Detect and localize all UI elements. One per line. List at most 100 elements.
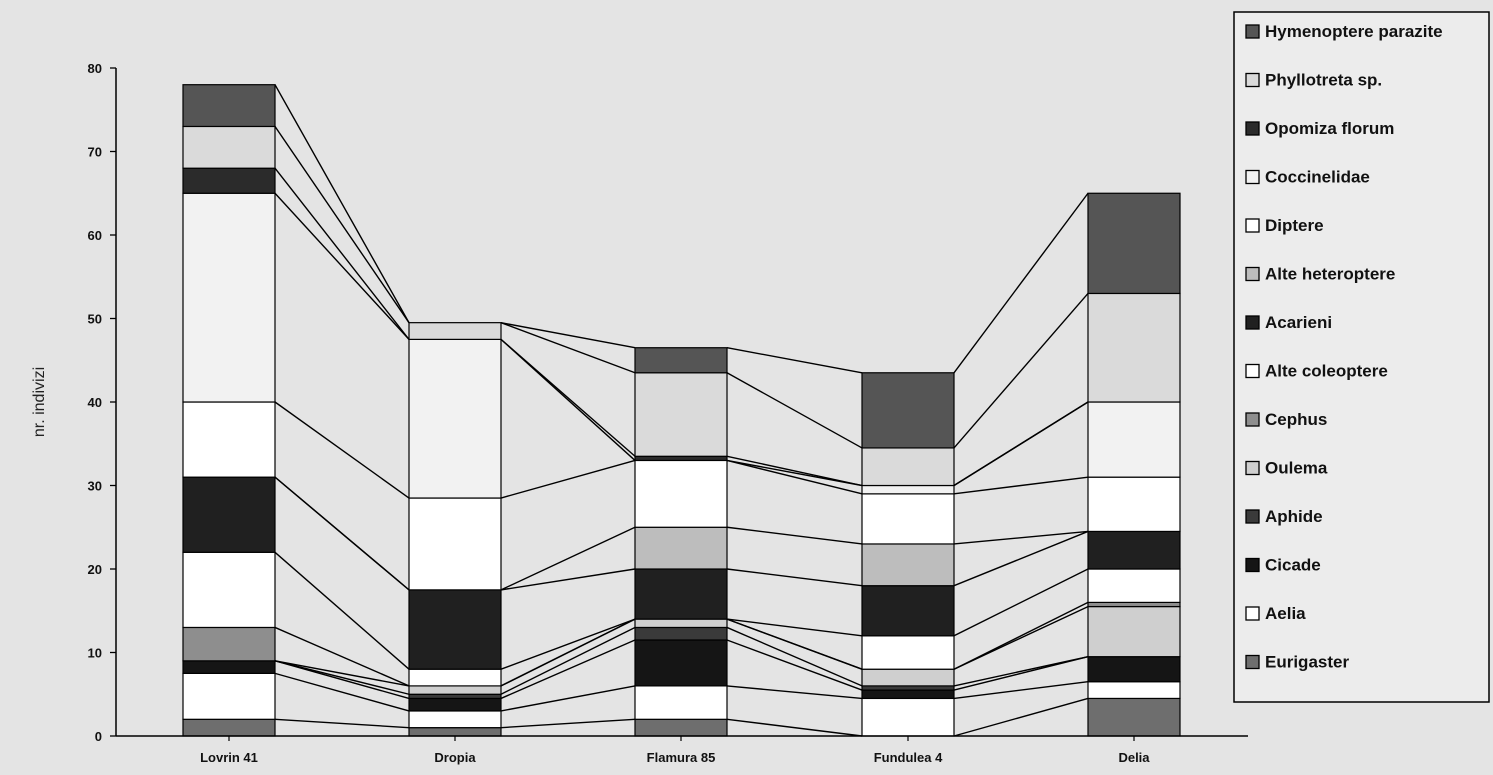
bar-segment-alte-coleoptere-dropia bbox=[408, 668, 502, 687]
bars bbox=[182, 84, 1181, 737]
x-tick-label-flamura-85: Flamura 85 bbox=[647, 750, 716, 765]
connector-eurigaster-2 bbox=[726, 718, 863, 737]
connector-eurigaster-3 bbox=[953, 697, 1089, 737]
bar-segment-oulema-fundulea-4 bbox=[861, 668, 955, 687]
y-tick-label-60: 60 bbox=[88, 228, 102, 243]
legend-swatch-aelia bbox=[1245, 606, 1260, 621]
bar-segment-hymenoptere-parazite-flamura-85 bbox=[634, 347, 728, 374]
legend-label-alte-coleoptere: Alte coleoptere bbox=[1265, 362, 1388, 381]
connector-cicade-1 bbox=[500, 639, 636, 700]
x-tick-label-lovrin-41: Lovrin 41 bbox=[200, 750, 258, 765]
bar-segment-coccinelidae-delia bbox=[1087, 401, 1181, 478]
bar-segment-phyllotreta-sp-fundulea-4 bbox=[861, 447, 955, 487]
connector-eurigaster-0 bbox=[274, 718, 410, 729]
connector-alte-heteroptere-3 bbox=[953, 530, 1089, 545]
y-tick-label-80: 80 bbox=[88, 61, 102, 76]
y-tick-label-0: 0 bbox=[95, 729, 102, 744]
connector-diptere-1 bbox=[500, 459, 636, 499]
bar-segment-opomiza-florum-lovrin-41 bbox=[182, 167, 276, 194]
bar-segment-alte-coleoptere-delia bbox=[1087, 568, 1181, 604]
connector-cicade-2 bbox=[726, 639, 863, 691]
bar-segment-coccinelidae-lovrin-41 bbox=[182, 192, 276, 403]
bar-segment-aphide-fundulea-4 bbox=[861, 685, 955, 691]
connector-opomiza-florum-1 bbox=[500, 338, 636, 457]
connector-opomiza-florum-3 bbox=[953, 401, 1089, 487]
legend-label-cicade: Cicade bbox=[1265, 556, 1321, 575]
bar-segment-aelia-dropia bbox=[408, 710, 502, 729]
bar-segment-diptere-fundulea-4 bbox=[861, 493, 955, 545]
bar-segment-acarieni-fundulea-4 bbox=[861, 585, 955, 637]
bar-segment-eurigaster-delia bbox=[1087, 697, 1181, 737]
legend-label-aelia: Aelia bbox=[1265, 604, 1306, 623]
bar-segment-phyllotreta-sp-lovrin-41 bbox=[182, 125, 276, 169]
bar-segment-cicade-delia bbox=[1087, 656, 1181, 683]
bar-segment-acarieni-flamura-85 bbox=[634, 568, 728, 620]
y-axis-title: nr. indivizi bbox=[31, 367, 48, 437]
connector-cephus-1 bbox=[500, 618, 636, 687]
connector-acarieni-3 bbox=[953, 530, 1089, 587]
connector-acarieni-2 bbox=[726, 568, 863, 587]
bar-segment-phyllotreta-sp-dropia bbox=[408, 322, 502, 340]
connector-alte-heteroptere-1 bbox=[500, 526, 636, 591]
connector-cephus-3 bbox=[953, 601, 1089, 670]
legend-swatch-alte-coleoptere bbox=[1245, 363, 1260, 379]
legend-swatch-opomiza-florum bbox=[1245, 121, 1260, 136]
connector-aphide-2 bbox=[726, 626, 863, 687]
legend-box bbox=[1233, 11, 1490, 703]
connector-aphide-1 bbox=[500, 626, 636, 695]
connector-eurigaster-1 bbox=[500, 718, 636, 729]
connector-hymenoptere-parazite-3 bbox=[953, 192, 1089, 374]
bar-segment-oulema-dropia bbox=[408, 685, 502, 695]
bar-segment-cicade-lovrin-41 bbox=[182, 660, 276, 674]
connector-phyllotreta-sp-0 bbox=[274, 126, 410, 324]
y-tick-label-50: 50 bbox=[88, 312, 102, 327]
connector-diptere-0 bbox=[274, 401, 410, 499]
connector-aelia-1 bbox=[500, 685, 636, 712]
legend-swatch-coccinelidae bbox=[1245, 169, 1260, 185]
y-tick-label-40: 40 bbox=[88, 395, 102, 410]
bar-segment-diptere-delia bbox=[1087, 476, 1181, 533]
connector-opomiza-florum-2 bbox=[726, 455, 863, 487]
bar-segment-aelia-delia bbox=[1087, 681, 1181, 700]
connector-alte-coleoptere-0 bbox=[274, 551, 410, 670]
y-tick-label-70: 70 bbox=[88, 145, 102, 160]
y-tick-label-10: 10 bbox=[88, 646, 102, 661]
bar-segment-aelia-lovrin-41 bbox=[182, 672, 276, 720]
y-tick-label-30: 30 bbox=[88, 479, 102, 494]
bar-segment-cicade-flamura-85 bbox=[634, 639, 728, 687]
connector-cephus-2 bbox=[726, 618, 863, 670]
bar-segment-cephus-lovrin-41 bbox=[182, 626, 276, 662]
series-connector-lines bbox=[274, 84, 1089, 737]
legend-label-eurigaster: Eurigaster bbox=[1265, 653, 1349, 672]
legend-swatch-cephus bbox=[1245, 412, 1260, 427]
legend-label-alte-heteroptere: Alte heteroptere bbox=[1265, 265, 1395, 284]
bar-segment-aphide-flamura-85 bbox=[634, 626, 728, 641]
bar-segment-aphide-dropia bbox=[408, 693, 502, 700]
bar-segment-cicade-dropia bbox=[408, 697, 502, 712]
connector-diptere-3 bbox=[953, 476, 1089, 495]
bar-segment-acarieni-lovrin-41 bbox=[182, 476, 276, 553]
legend-swatch-cicade bbox=[1245, 557, 1260, 573]
legend-label-diptere: Diptere bbox=[1265, 216, 1324, 235]
legend-label-acarieni: Acarieni bbox=[1265, 313, 1332, 332]
bar-segment-alte-heteroptere-flamura-85 bbox=[634, 526, 728, 570]
bar-segment-phyllotreta-sp-flamura-85 bbox=[634, 372, 728, 457]
legend-swatch-diptere bbox=[1245, 218, 1260, 233]
bar-segment-coccinelidae-dropia bbox=[408, 338, 502, 499]
bar-segment-diptere-dropia bbox=[408, 497, 502, 591]
bar-segment-oulema-flamura-85 bbox=[634, 618, 728, 629]
connector-phyllotreta-sp-3 bbox=[953, 292, 1089, 449]
connector-aphide-3 bbox=[953, 655, 1089, 687]
legend-swatch-eurigaster bbox=[1245, 654, 1260, 670]
axes: nr. indivizi 0 10 20 30 40 50 60 70 80 Lovrin 41 D… bbox=[31, 61, 1248, 765]
bar-segment-aelia-fundulea-4 bbox=[861, 697, 955, 737]
legend: Hymenoptere parazite Phyllotreta sp. Opomi… bbox=[1233, 11, 1490, 703]
connector-alte-heteroptere-0 bbox=[274, 476, 410, 591]
legend-swatch-hymenoptere-parazite bbox=[1245, 24, 1260, 39]
legend-label-coccinelidae: Coccinelidae bbox=[1265, 168, 1370, 187]
connector-hymenoptere-parazite-2 bbox=[726, 347, 863, 374]
connector-hymenoptere-parazite-0 bbox=[274, 84, 410, 324]
legend-label-opomiza-florum: Opomiza florum bbox=[1265, 119, 1394, 138]
